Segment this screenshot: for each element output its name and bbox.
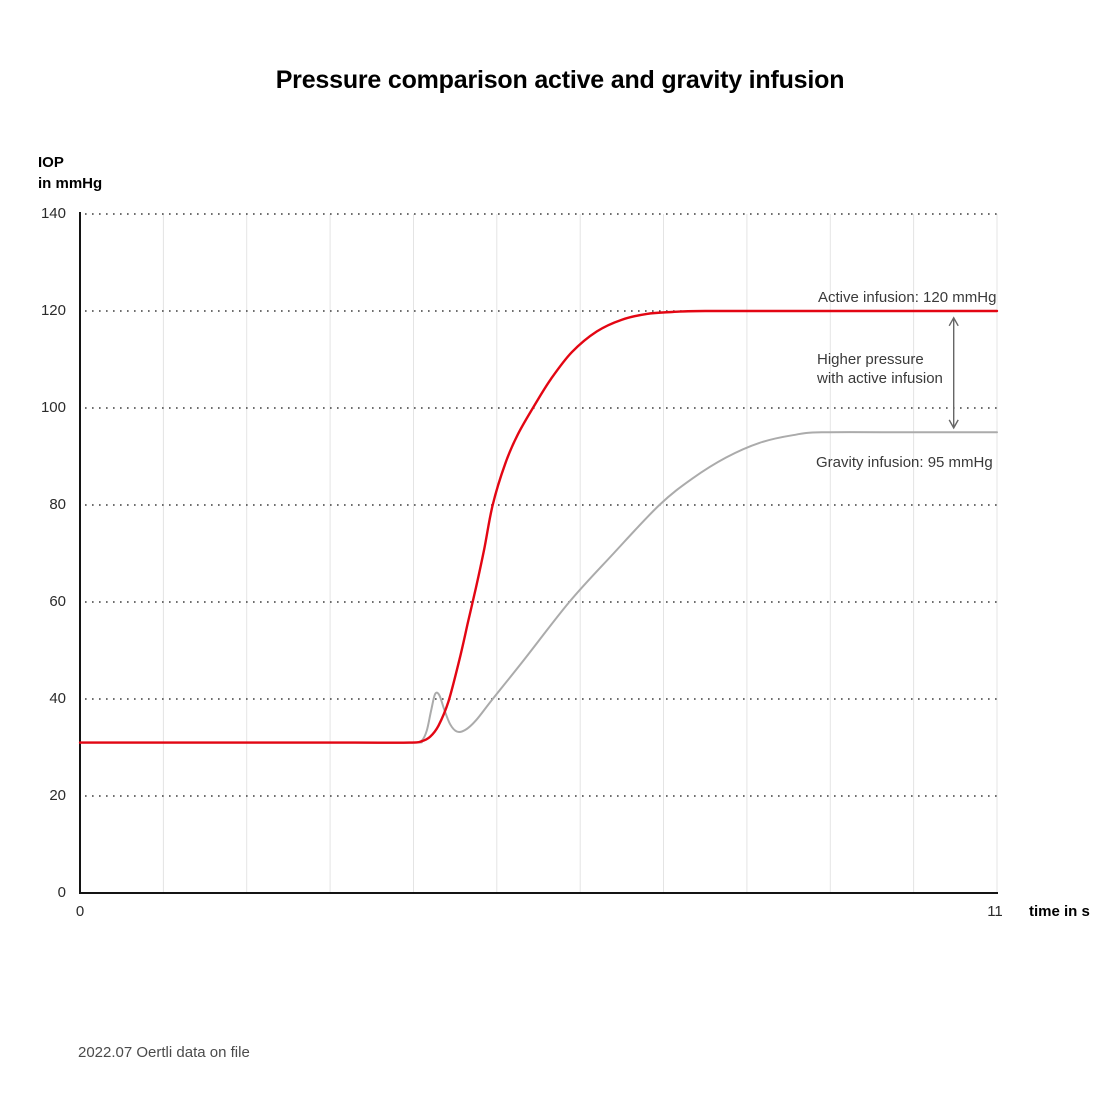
difference-arrow — [948, 316, 959, 430]
pressure-difference-note-line2: with active infusion — [817, 370, 943, 387]
y-axis-title: IOP in mmHg — [38, 152, 102, 194]
y-tick-label: 100 — [40, 399, 66, 416]
y-tick-label: 80 — [49, 496, 66, 513]
active-infusion-label: Active infusion: 120 mmHg — [818, 289, 997, 306]
y-tick-label: 120 — [40, 302, 66, 319]
y-tick-label: 40 — [49, 690, 66, 707]
x-axis-title: time in s — [1029, 903, 1090, 920]
chart-title: Pressure comparison active and gravity i… — [275, 66, 845, 94]
x-tick-label-end: 11 — [987, 903, 1003, 920]
gravity-infusion-label: Gravity infusion: 95 mmHg — [816, 454, 993, 471]
y-tick-label: 60 — [49, 593, 66, 610]
y-axis-title-line1: IOP — [38, 154, 64, 171]
active-curve — [78, 309, 999, 744]
pressure-difference-note-line1: Higher pressure — [817, 351, 924, 368]
y-tick-label: 20 — [49, 787, 66, 804]
pressure-difference-note: Higher pressure with active infusion — [817, 350, 943, 388]
footer-source-note: 2022.07 Oertli data on file — [78, 1044, 250, 1061]
y-tick-label: 0 — [57, 884, 66, 901]
gravity-curve — [79, 431, 998, 744]
y-tick-label: 140 — [40, 205, 66, 222]
x-tick-label-start: 0 — [75, 903, 85, 920]
y-axis-title-line2: in mmHg — [38, 175, 103, 192]
